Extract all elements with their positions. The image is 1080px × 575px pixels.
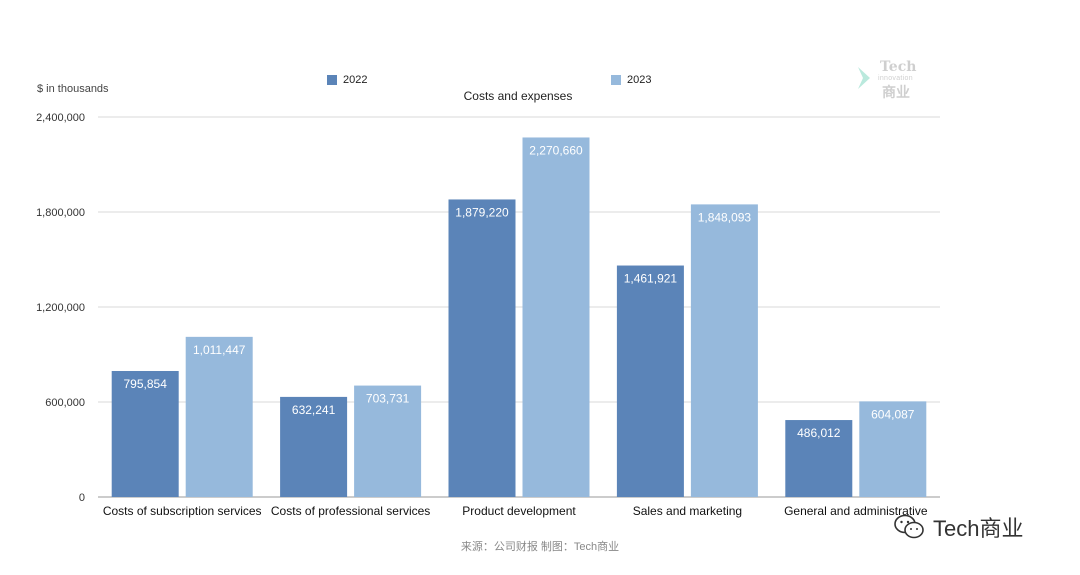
chart-title: Costs and expenses <box>463 89 573 103</box>
x-category-label: Costs of professional services <box>271 504 430 518</box>
bar-2023 <box>185 336 253 497</box>
bar-2022 <box>280 396 348 497</box>
y-tick-label: 2,400,000 <box>36 112 85 124</box>
y-tick-label: 1,200,000 <box>36 302 85 314</box>
y-axis-unit-label: $ in thousands <box>37 83 109 95</box>
wechat-account-tag: Tech商业 <box>893 510 1023 544</box>
tech-innovation-watermark: Tech innovation 商业 <box>856 59 926 101</box>
account-name: Tech商业 <box>933 516 1024 541</box>
bar-2022 <box>785 420 853 497</box>
bar-value-label: 1,879,220 <box>455 205 509 219</box>
bar-2023 <box>522 137 590 498</box>
bar-2022 <box>448 199 516 497</box>
bar-value-label: 632,241 <box>292 403 336 417</box>
bar-value-label: 1,848,093 <box>698 210 752 224</box>
watermark-cn-text: 商业 <box>882 84 910 100</box>
x-category-label: Costs of subscription services <box>103 504 262 518</box>
legend-swatch-2023 <box>611 75 621 85</box>
bar-value-label: 703,731 <box>366 392 410 406</box>
y-tick-label: 0 <box>79 492 85 504</box>
bar-value-label: 1,011,447 <box>193 343 246 357</box>
bar-2022 <box>616 265 684 497</box>
legend-label-2022: 2022 <box>343 74 368 86</box>
bar-2023 <box>859 401 927 497</box>
y-tick-label: 600,000 <box>45 397 85 409</box>
bar-2023 <box>690 204 758 498</box>
watermark-innovation-text: innovation <box>878 75 913 82</box>
x-category-label: Sales and marketing <box>633 504 742 518</box>
bar-value-label: 486,012 <box>797 426 841 440</box>
source-note: 来源：公司财报 制图：Tech商业 <box>460 541 620 553</box>
bar-value-label: 604,087 <box>871 407 915 421</box>
bar-value-label: 795,854 <box>124 377 168 391</box>
watermark-tech-text: Tech <box>880 59 917 75</box>
wechat-icon <box>894 514 924 539</box>
x-category-label: General and administrative <box>784 504 928 518</box>
bar-value-label: 1,461,921 <box>624 272 678 286</box>
bar-value-label: 2,270,660 <box>529 143 583 157</box>
legend-label-2023: 2023 <box>627 74 652 86</box>
legend-swatch-2022 <box>327 75 337 85</box>
bar-2022 <box>111 370 179 497</box>
watermark-arrow-icon <box>858 67 870 89</box>
y-tick-label: 1,800,000 <box>36 207 85 219</box>
bar-2023 <box>354 385 422 497</box>
x-category-label: Product development <box>462 504 576 518</box>
